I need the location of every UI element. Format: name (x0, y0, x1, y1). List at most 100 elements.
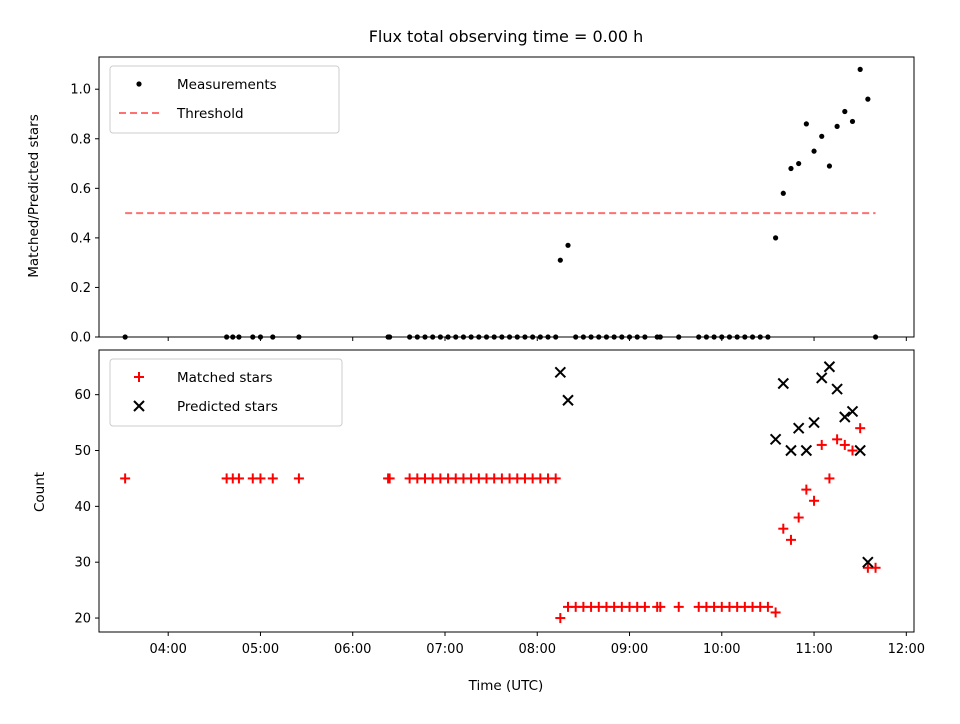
x-tick-label: 07:00 (426, 642, 463, 657)
y-tick-label: 0.6 (70, 182, 91, 197)
measurement-point (596, 334, 602, 340)
matched-star-marker (555, 613, 566, 624)
measurement-point (603, 334, 610, 340)
matched-star-marker (233, 473, 244, 484)
measurement-point (537, 334, 543, 340)
measurement-point (657, 334, 663, 340)
measurement-point (122, 334, 128, 340)
y-tick-label: 20 (74, 612, 91, 627)
measurement-point (842, 108, 848, 115)
y-tick-label: 1.0 (70, 83, 91, 98)
measurement-point (460, 334, 467, 340)
matched-star-marker (770, 607, 781, 618)
chart-title: Flux total observing time = 0.00 h (369, 27, 644, 46)
measurement-point (414, 334, 420, 340)
x-tick-label: 06:00 (334, 642, 371, 657)
marker-stroke (769, 433, 782, 446)
matched-star-marker (824, 473, 835, 484)
y-tick-label: 0.0 (70, 331, 91, 346)
measurement-point (573, 334, 579, 340)
legend-label: Measurements (177, 77, 277, 93)
measurement-point (719, 334, 725, 340)
matched-star-marker (855, 423, 866, 434)
measurement-point (749, 334, 756, 340)
x-tick-label: 12:00 (888, 642, 925, 657)
matched-star-marker (839, 439, 850, 450)
measurement-point (734, 334, 740, 340)
measurement-point (230, 334, 236, 340)
axes-frame (98, 349, 915, 633)
measurement-point (250, 334, 256, 340)
measurement-point (491, 334, 497, 340)
predicted-star-marker (562, 394, 574, 406)
bottom-y-axis-label: Count (32, 472, 48, 512)
measurement-point (136, 81, 142, 87)
matched-star-marker (801, 484, 812, 495)
matched-star-marker (673, 601, 684, 612)
predicted-star-marker (792, 422, 805, 434)
legend-label: Threshold (176, 106, 244, 122)
measurement-point (588, 334, 594, 340)
predicted-star-marker (846, 405, 859, 418)
predicted-star-marker (785, 444, 797, 457)
marker-stroke (554, 366, 567, 379)
legend-label: Predicted stars (177, 399, 278, 415)
y-tick-label: 60 (74, 388, 91, 403)
measurement-point (236, 334, 242, 340)
matched-star-marker (293, 473, 304, 484)
marker-stroke (785, 444, 797, 457)
predicted-star-marker (816, 372, 828, 384)
predicted-star-marker (769, 433, 782, 446)
measurement-point (453, 334, 459, 340)
measurement-point (422, 334, 428, 340)
y-tick-label: 50 (74, 444, 91, 459)
marker-stroke (839, 411, 851, 423)
measurement-point (819, 133, 825, 139)
matched-star-marker (120, 473, 131, 484)
predicted-star-marker (839, 411, 851, 423)
measurement-point (611, 334, 617, 340)
measurement-point (742, 334, 748, 340)
measurement-point (773, 235, 779, 241)
matched-star-marker (384, 473, 395, 484)
predicted-star-marker (554, 366, 567, 379)
measurement-point (811, 148, 817, 154)
marker-stroke (816, 372, 828, 384)
matched-star-marker (832, 434, 843, 445)
measurement-point (703, 334, 710, 340)
measurement-point (565, 242, 571, 248)
measurement-point (483, 334, 490, 340)
measurement-point (803, 121, 809, 127)
measurement-point (857, 66, 863, 72)
measurement-point (711, 334, 717, 340)
predicted-star-marker (823, 361, 836, 373)
matched-star-marker (785, 534, 796, 545)
matched-star-marker (134, 372, 144, 382)
measurement-point (696, 334, 702, 340)
measurement-point (580, 334, 586, 340)
predicted-star-marker (808, 416, 820, 429)
matched-star-marker (655, 601, 666, 612)
marker-stroke (133, 400, 145, 412)
predicted-star-marker (831, 383, 843, 395)
measurement-point (826, 163, 833, 169)
measurement-point (506, 334, 513, 340)
measurement-point (430, 334, 436, 340)
measurement-point (545, 334, 551, 340)
measurement-point (468, 334, 474, 340)
measurement-point (865, 96, 871, 102)
predicted-star-marker (777, 377, 789, 390)
predicted-star-marker (800, 444, 813, 457)
measurement-point (788, 165, 794, 172)
measurement-point (626, 334, 633, 340)
measurement-point (872, 334, 879, 340)
matched-star-marker (267, 473, 278, 484)
y-tick-label: 40 (74, 500, 91, 515)
matched-star-marker (778, 523, 789, 534)
measurement-point (619, 334, 625, 340)
measurement-point (296, 334, 302, 340)
matched-star-marker (793, 512, 804, 523)
matched-star-marker (809, 495, 820, 506)
measurement-point (445, 334, 451, 340)
